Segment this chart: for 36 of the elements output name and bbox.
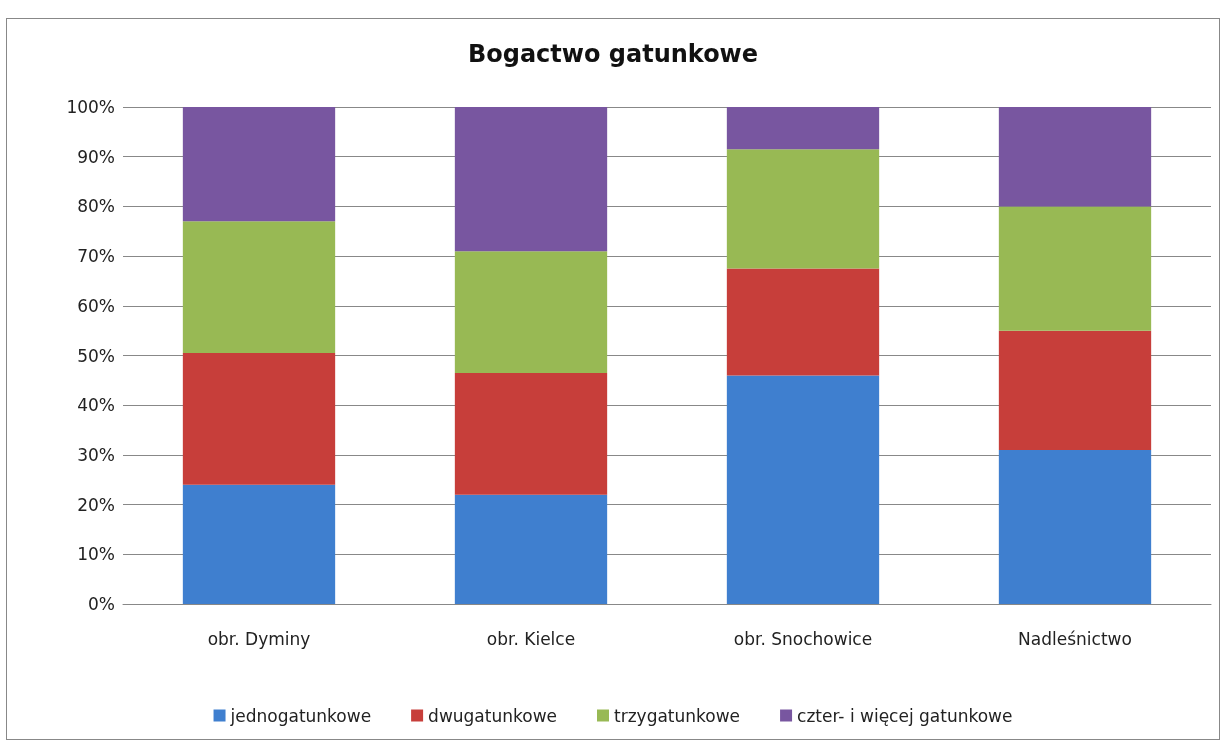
x-tick-label: Nadleśnictwo <box>1018 628 1132 649</box>
y-tick-label: 90% <box>77 146 115 167</box>
y-tick-label: 10% <box>77 544 115 565</box>
chart-title: Bogactwo gatunkowe <box>467 40 759 68</box>
x-tick-label: obr. Kielce <box>486 628 576 649</box>
bar <box>454 494 608 604</box>
bar <box>454 251 608 373</box>
y-tick-label: 30% <box>77 444 115 465</box>
legend-label: dwugatunkowe <box>428 705 558 726</box>
bar <box>998 107 1152 207</box>
legend-label: trzygatunkowe <box>614 705 741 726</box>
bar <box>182 221 336 354</box>
y-tick-label: 20% <box>77 494 115 515</box>
bar <box>726 375 880 604</box>
y-tick-label: 40% <box>77 395 115 416</box>
bar <box>182 484 336 604</box>
x-tick-label: obr. Snochowice <box>733 628 873 649</box>
bar <box>998 206 1152 331</box>
y-tick-label: 100% <box>66 97 115 117</box>
y-tick-label: 50% <box>77 345 115 366</box>
x-tick-label: obr. Dyminy <box>207 628 311 649</box>
bar <box>726 268 880 376</box>
bar <box>454 107 608 252</box>
y-tick-label: 70% <box>77 246 115 267</box>
bar <box>182 353 336 485</box>
y-tick-label: 60% <box>77 295 115 316</box>
bar <box>726 149 880 269</box>
bar <box>182 107 336 222</box>
legend-label: czter- i więcej gatunkowe <box>797 705 1013 726</box>
bar <box>454 372 608 495</box>
bar <box>998 449 1152 604</box>
legend-label: jednogatunkowe <box>229 705 372 726</box>
y-tick-label: 0% <box>88 594 115 614</box>
bar <box>726 107 880 150</box>
bar <box>998 330 1152 450</box>
y-tick-label: 80% <box>77 196 115 217</box>
